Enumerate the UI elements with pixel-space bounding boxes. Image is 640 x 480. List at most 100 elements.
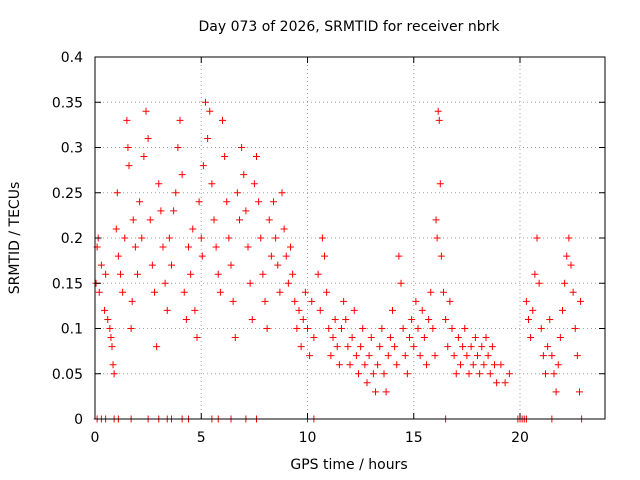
- data-point: [505, 370, 513, 378]
- data-point: [340, 297, 348, 305]
- data-point: [172, 189, 180, 197]
- data-point: [484, 352, 492, 360]
- data-point: [107, 334, 115, 342]
- data-point: [537, 325, 545, 332]
- data-point: [153, 343, 161, 351]
- data-point: [240, 171, 248, 179]
- x-tick-label: 0: [91, 430, 100, 446]
- data-point: [406, 334, 413, 342]
- data-point: [227, 261, 235, 269]
- data-point: [301, 288, 309, 296]
- data-point: [199, 162, 207, 170]
- data-point: [433, 234, 441, 242]
- data-point: [542, 370, 549, 378]
- data-point: [221, 153, 229, 161]
- data-point: [359, 325, 367, 332]
- data-point: [363, 379, 371, 387]
- data-point: [134, 270, 141, 278]
- data-point: [567, 261, 575, 269]
- data-point: [198, 252, 206, 260]
- data-point: [129, 216, 137, 224]
- data-point: [297, 343, 305, 351]
- data-point: [291, 297, 299, 305]
- y-tick-label: 0.4: [61, 50, 83, 66]
- data-point: [554, 361, 562, 369]
- data-point: [212, 243, 220, 251]
- data-point: [189, 225, 197, 233]
- chart-title: Day 073 of 2026, SRMTID for receiver nbr…: [198, 19, 500, 35]
- data-point: [144, 134, 152, 142]
- data-point: [109, 361, 117, 369]
- data-point: [112, 225, 120, 233]
- data-point: [476, 370, 484, 378]
- data-point: [101, 306, 109, 314]
- data-point: [372, 388, 379, 396]
- data-point: [295, 306, 303, 314]
- data-point: [180, 288, 188, 296]
- data-point: [408, 315, 416, 323]
- data-point: [202, 98, 209, 106]
- data-point: [565, 234, 573, 242]
- data-point: [136, 198, 144, 206]
- data-point: [128, 297, 136, 305]
- data-point: [478, 343, 486, 351]
- data-point: [272, 234, 280, 242]
- x-tick-label: 15: [405, 430, 423, 446]
- data-point: [191, 306, 199, 314]
- data-point: [265, 216, 273, 224]
- data-point: [463, 352, 471, 360]
- data-point: [361, 361, 369, 369]
- data-point: [440, 288, 447, 296]
- data-point: [225, 234, 233, 242]
- data-point: [442, 315, 450, 323]
- data-point: [250, 180, 258, 188]
- data-point: [323, 288, 331, 296]
- data-point: [434, 107, 442, 115]
- data-point: [113, 189, 121, 197]
- data-point: [376, 343, 384, 351]
- data-point: [216, 288, 224, 296]
- data-point: [529, 306, 537, 314]
- data-point: [127, 325, 135, 332]
- data-point: [327, 352, 335, 360]
- data-point: [384, 352, 392, 360]
- data-point: [403, 370, 411, 378]
- y-axis-label: SRMTID / TECUs: [7, 182, 23, 295]
- data-point: [418, 306, 426, 314]
- data-point: [161, 279, 169, 287]
- data-point: [329, 334, 337, 342]
- data-point: [231, 334, 239, 342]
- data-point: [223, 198, 231, 206]
- data-point: [176, 116, 184, 124]
- data-point: [110, 370, 118, 378]
- data-point: [423, 361, 430, 369]
- data-point: [401, 352, 409, 360]
- data-point: [182, 315, 190, 323]
- data-point: [314, 270, 322, 278]
- data-point: [197, 234, 205, 242]
- data-point: [142, 107, 150, 115]
- data-point: [576, 388, 583, 396]
- data-point: [501, 379, 509, 387]
- data-point: [151, 288, 158, 296]
- data-point: [331, 315, 339, 323]
- data-point: [117, 270, 124, 278]
- data-point: [195, 198, 203, 206]
- data-point: [108, 343, 116, 351]
- y-tick-label: 0.15: [52, 276, 83, 292]
- data-point: [170, 207, 178, 215]
- data-point: [304, 325, 311, 332]
- data-point: [242, 207, 250, 215]
- data-point: [410, 343, 418, 351]
- data-point: [393, 361, 401, 369]
- data-point: [102, 270, 110, 278]
- data-point: [436, 180, 444, 188]
- x-tick-label: 20: [511, 430, 529, 446]
- data-point: [369, 370, 377, 378]
- data-point: [452, 370, 460, 378]
- data-point: [389, 306, 396, 314]
- data-point: [299, 315, 307, 323]
- data-point: [187, 270, 195, 278]
- data-point: [395, 252, 403, 260]
